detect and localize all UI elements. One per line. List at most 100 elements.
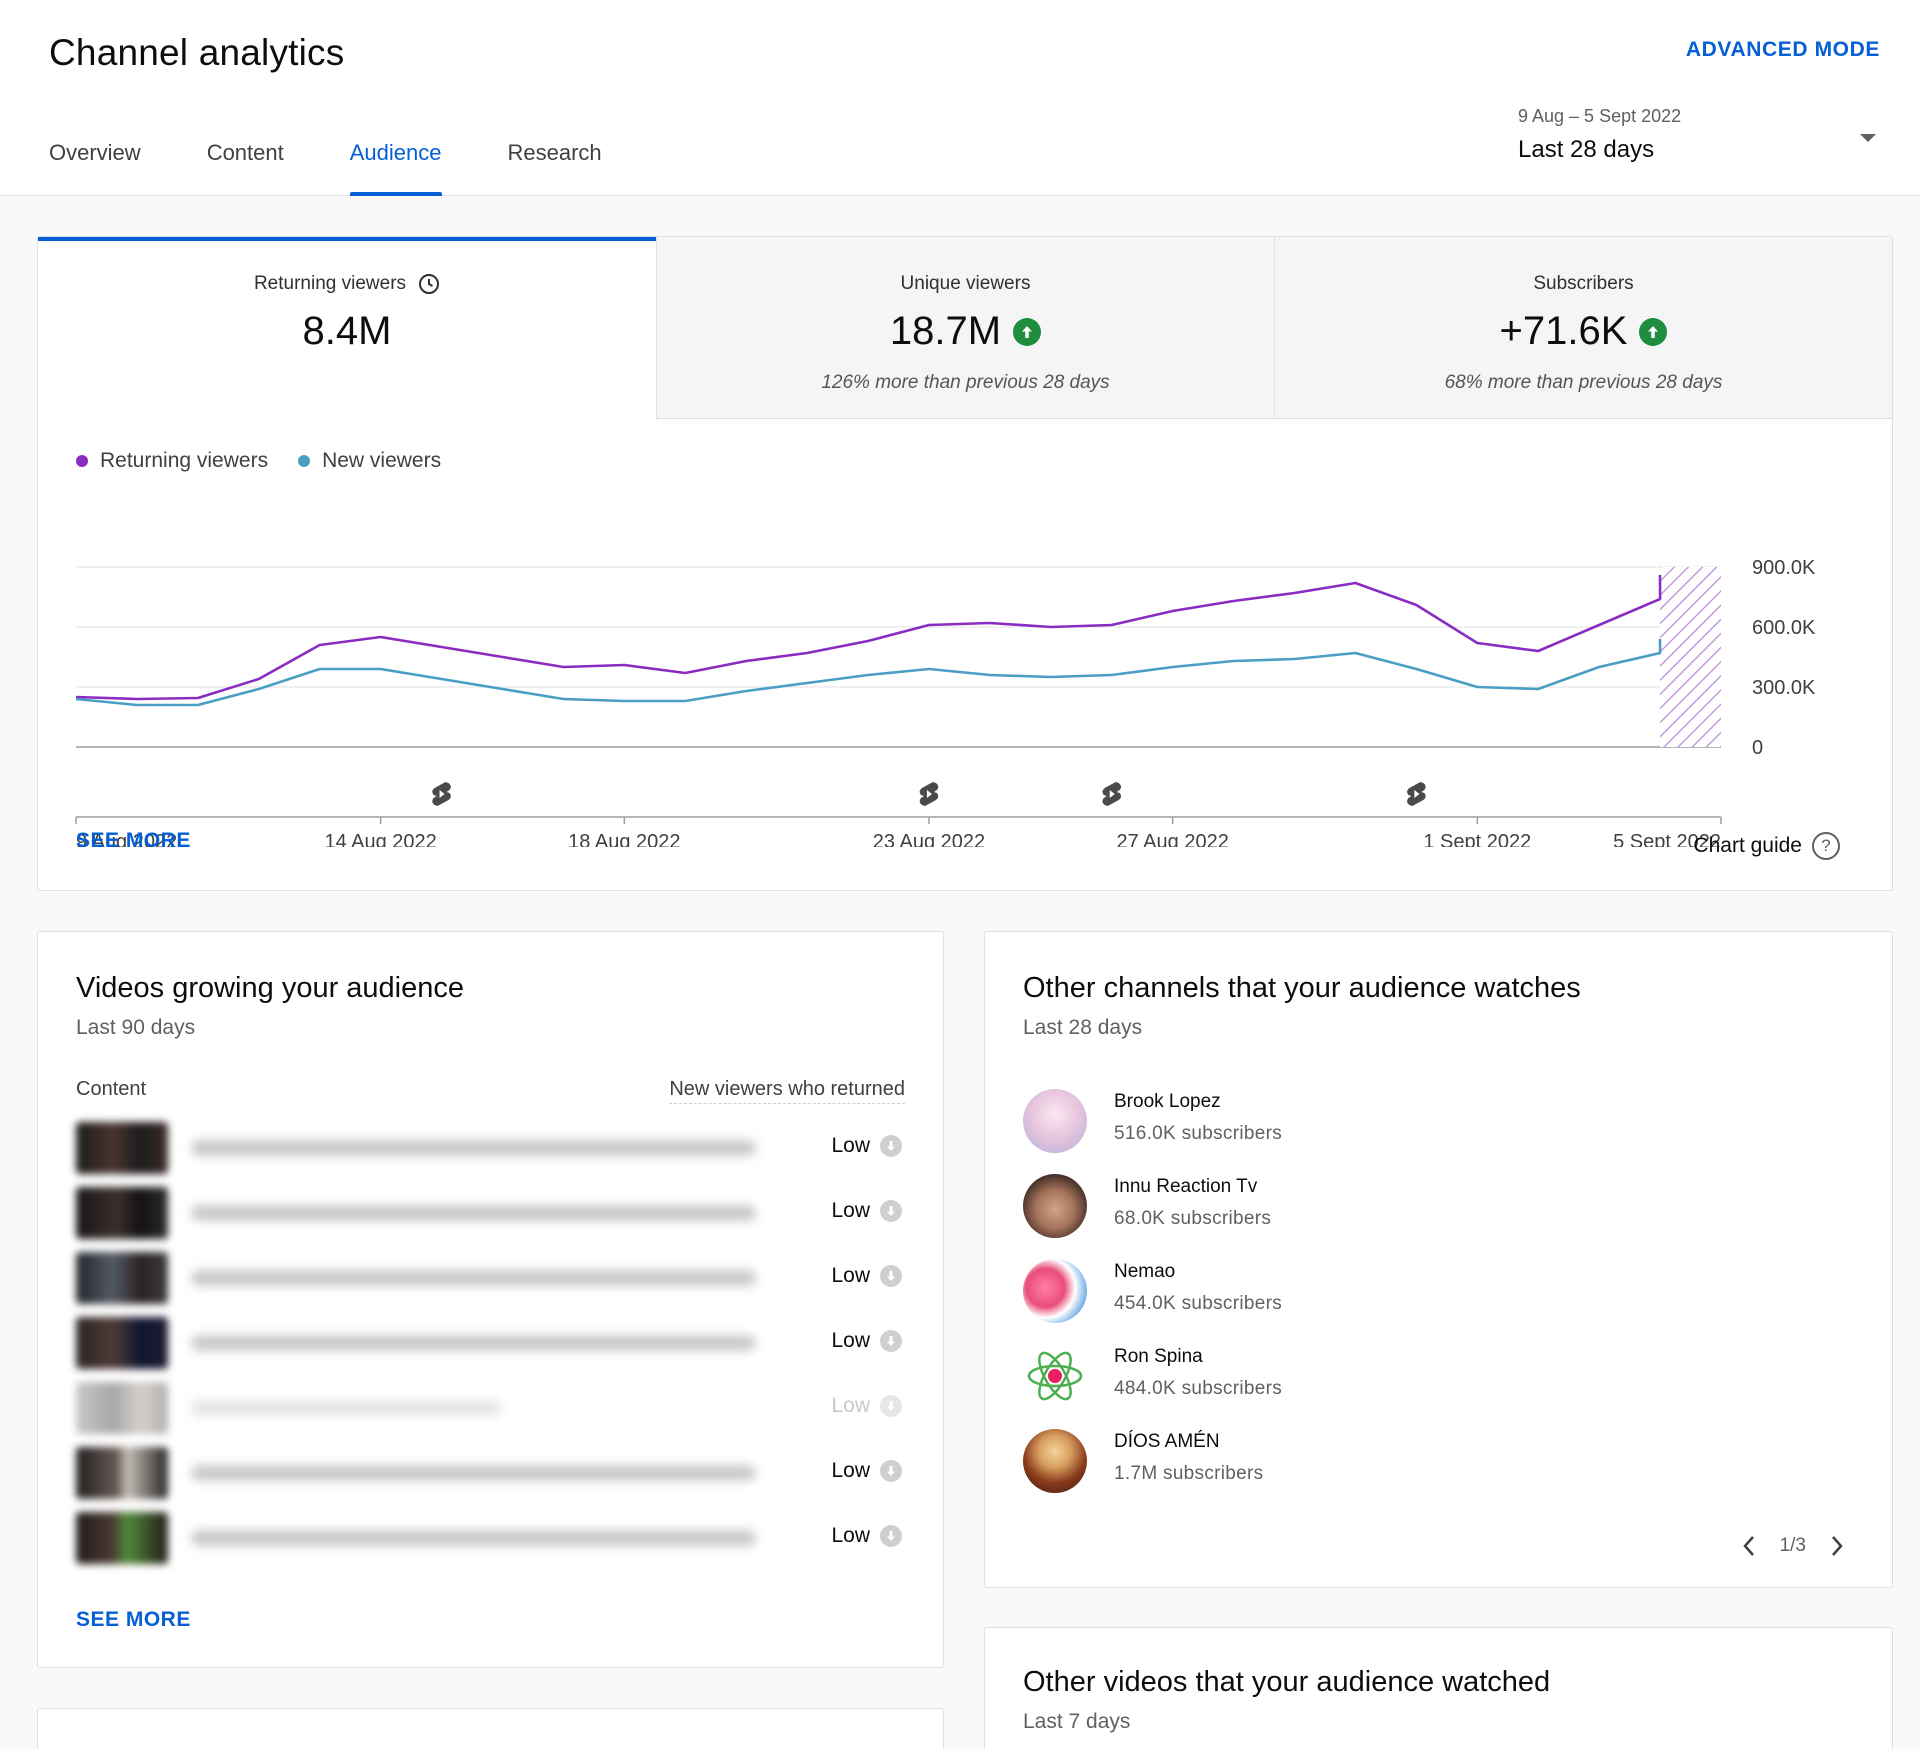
- metric-tab-returning-viewers[interactable]: Returning viewers 8.4M: [38, 237, 656, 419]
- x-tick-label: 27 Aug 2022: [1116, 831, 1228, 847]
- metric-tab-subscribers[interactable]: Subscribers +71.6K 68% more than previou…: [1274, 237, 1892, 419]
- shorts-icon[interactable]: [1102, 782, 1122, 806]
- metric-label: Unique viewers: [900, 273, 1031, 294]
- column-header-new-viewers-returned[interactable]: New viewers who returned: [669, 1078, 905, 1104]
- video-title-blurred: [191, 1335, 756, 1351]
- video-thumbnail: [76, 1187, 168, 1239]
- channel-avatar: [1023, 1344, 1087, 1408]
- channel-avatar: [1023, 1174, 1087, 1238]
- x-tick-label: 14 Aug 2022: [324, 831, 436, 847]
- clock-icon: [418, 273, 440, 295]
- table-row[interactable]: Low: [76, 1443, 906, 1503]
- channel-item[interactable]: DÍOS AMÉN 1.7M subscribers: [1023, 1427, 1523, 1497]
- new-viewers-level: Low: [831, 1264, 902, 1288]
- x-tick-label: 9 Aug 2022: [76, 831, 177, 847]
- level-label: Low: [831, 1329, 870, 1352]
- channel-avatar: [1023, 1089, 1087, 1153]
- channel-item[interactable]: Nemao 454.0K subscribers: [1023, 1257, 1523, 1327]
- legend-label: New viewers: [322, 449, 442, 472]
- y-tick-label: 0: [1752, 737, 1763, 759]
- channel-name: Nemao: [1114, 1261, 1176, 1282]
- see-more-link[interactable]: SEE MORE: [76, 829, 191, 852]
- channel-item[interactable]: Ron Spina 484.0K subscribers: [1023, 1342, 1523, 1412]
- card-subtitle: Last 28 days: [1023, 1016, 1143, 1039]
- level-label: Low: [831, 1394, 870, 1417]
- video-thumbnail: [76, 1317, 168, 1369]
- channel-subscribers: 1.7M subscribers: [1114, 1463, 1264, 1484]
- help-icon: ?: [1812, 832, 1840, 860]
- atom-logo-icon: [1027, 1351, 1083, 1401]
- new-viewers-level: Low: [831, 1134, 902, 1158]
- viewers-line-chart[interactable]: 9 Aug 2022 14 Aug 2022 18 Aug 2022 23 Aug 2…: [38, 477, 1892, 847]
- shorts-icon[interactable]: [919, 782, 939, 806]
- channel-item[interactable]: Brook Lopez 516.0K subscribers: [1023, 1087, 1523, 1157]
- legend-label: Returning viewers: [100, 449, 269, 472]
- tab-research[interactable]: Research: [507, 140, 602, 165]
- x-tick-label: 5 Sept 2022: [1613, 831, 1721, 847]
- table-row[interactable]: Low: [76, 1508, 906, 1568]
- arrow-down-icon: [880, 1330, 902, 1352]
- tab-content[interactable]: Content: [206, 140, 284, 165]
- table-row[interactable]: Low: [76, 1313, 906, 1373]
- tab-overview[interactable]: Overview: [49, 140, 141, 165]
- channel-item[interactable]: Innu Reaction Tv 68.0K subscribers: [1023, 1172, 1523, 1242]
- table-row[interactable]: Low: [76, 1118, 906, 1178]
- table-row[interactable]: Low: [76, 1378, 906, 1438]
- chevron-left-icon[interactable]: [1736, 1533, 1762, 1559]
- card-subtitle: Last 7 days: [1023, 1710, 1131, 1733]
- card-subtitle: Last 90 days: [76, 1016, 196, 1039]
- arrow-up-icon: [1013, 317, 1042, 346]
- column-header-content: Content: [76, 1078, 147, 1100]
- shorts-icon[interactable]: [1407, 782, 1426, 806]
- y-tick-label: 600.0K: [1752, 617, 1816, 639]
- chart-guide-label: Chart guide: [1693, 834, 1802, 857]
- level-label: Low: [831, 1199, 870, 1222]
- page-title: Channel analytics: [49, 32, 345, 73]
- chart-guide-button[interactable]: Chart guide ?: [1693, 832, 1840, 860]
- table-row[interactable]: Low: [76, 1248, 906, 1308]
- tab-audience[interactable]: Audience: [349, 140, 442, 196]
- video-title-blurred: [191, 1270, 756, 1286]
- legend-dot: [298, 455, 311, 467]
- table-row[interactable]: Low: [76, 1183, 906, 1243]
- channel-avatar: [1023, 1429, 1087, 1493]
- advanced-mode-button[interactable]: ADVANCED MODE: [1685, 38, 1880, 61]
- metric-comparison-note: 126% more than previous 28 days: [821, 372, 1110, 393]
- chart-legend: Returning viewers New viewers: [76, 449, 441, 473]
- metric-tab-unique-viewers[interactable]: Unique viewers 18.7M 126% more than prev…: [656, 237, 1274, 419]
- arrow-down-icon: [880, 1525, 902, 1547]
- y-tick-label: 300.0K: [1752, 677, 1816, 699]
- chevron-right-icon[interactable]: [1824, 1533, 1850, 1559]
- card-title: Videos growing your audience: [76, 972, 465, 1004]
- video-thumbnail: [76, 1122, 168, 1174]
- dropdown-caret-icon: [1860, 134, 1876, 142]
- channel-subscribers: 484.0K subscribers: [1114, 1378, 1283, 1399]
- card-title: Other videos that your audience watched: [1023, 1666, 1551, 1698]
- new-viewers-level: Low: [831, 1524, 902, 1548]
- shorts-icon[interactable]: [432, 782, 451, 806]
- bottom-left-card: [37, 1708, 944, 1749]
- channel-subscribers: 454.0K subscribers: [1114, 1293, 1283, 1314]
- channel-avatar: [1023, 1259, 1087, 1323]
- level-label: Low: [831, 1134, 870, 1157]
- new-viewers-level: Low: [831, 1329, 902, 1353]
- metric-label: Returning viewers: [253, 273, 407, 294]
- metric-value: 18.7M: [889, 309, 1002, 353]
- arrow-down-icon: [880, 1265, 902, 1287]
- y-tick-label: 900.0K: [1752, 557, 1816, 579]
- video-thumbnail: [76, 1382, 168, 1434]
- metric-label: Subscribers: [1533, 273, 1634, 294]
- channel-subscribers: 516.0K subscribers: [1114, 1123, 1283, 1144]
- channel-name: DÍOS AMÉN: [1114, 1431, 1220, 1452]
- date-range-dates: 9 Aug – 5 Sept 2022: [1518, 106, 1682, 126]
- level-label: Low: [831, 1264, 870, 1287]
- series-line-returning: [75, 574, 1662, 701]
- see-more-link[interactable]: SEE MORE: [76, 1608, 191, 1631]
- date-range-selector[interactable]: 9 Aug – 5 Sept 2022 Last 28 days: [1518, 106, 1882, 164]
- series-line-new: [75, 638, 1662, 707]
- video-title-blurred: [191, 1465, 756, 1481]
- channel-name: Innu Reaction Tv: [1114, 1176, 1258, 1197]
- new-viewers-level: Low: [831, 1199, 902, 1223]
- video-thumbnail: [76, 1447, 168, 1499]
- metric-comparison-note: 68% more than previous 28 days: [1444, 372, 1723, 393]
